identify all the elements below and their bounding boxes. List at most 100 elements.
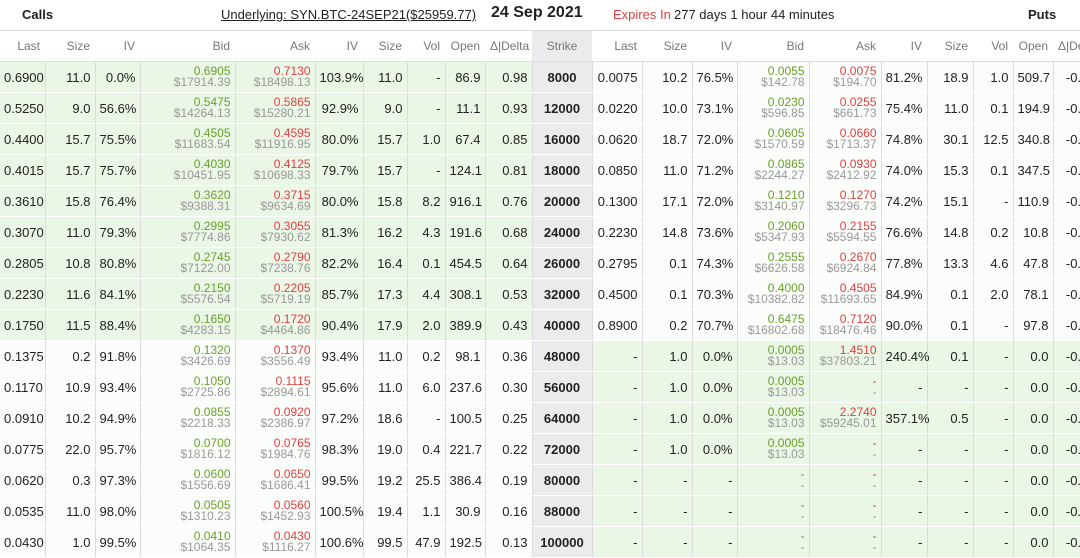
- col-header[interactable]: Ask: [809, 30, 881, 62]
- call-ask[interactable]: 0.3715 $9634.69: [235, 185, 316, 217]
- put-bid[interactable]: 0.0005 $13.03: [737, 433, 810, 465]
- put-ask[interactable]: 0.1270 $3296.73: [809, 185, 882, 217]
- table-row[interactable]: 0.2805 10.8 80.8% 0.2745 $7122.00 0.2790 $7238…: [0, 247, 1080, 279]
- call-ask[interactable]: 0.5865 $15280.21: [235, 92, 316, 124]
- put-bid[interactable]: 0.1210 $3140.97: [737, 185, 810, 217]
- table-row[interactable]: 0.0430 1.0 99.5% 0.0410 $1064.35 0.0430 $1116.…: [0, 526, 1080, 558]
- table-row[interactable]: 0.6900 11.0 0.0% 0.6905 $17914.39 0.7130 $1849…: [0, 61, 1080, 93]
- put-ask[interactable]: 0.0255 $661.73: [809, 92, 882, 124]
- put-bid[interactable]: 0.0055 $142.78: [737, 61, 810, 93]
- call-ask[interactable]: 0.3055 $7930.62: [235, 216, 316, 248]
- put-ask[interactable]: 2.2740 $59245.01: [809, 402, 882, 434]
- table-row[interactable]: 0.5250 9.0 56.6% 0.5475 $14264.13 0.5865 $1528…: [0, 92, 1080, 124]
- table-row[interactable]: 0.4015 15.7 75.7% 0.4030 $10451.95 0.4125 $106…: [0, 154, 1080, 186]
- col-header[interactable]: Vol: [973, 30, 1013, 62]
- put-ask[interactable]: 0.0660 $1713.37: [809, 123, 882, 155]
- call-bid[interactable]: 0.0600 $1556.69: [140, 464, 236, 496]
- table-row[interactable]: 0.3070 11.0 79.3% 0.2995 $7774.86 0.3055 $7930…: [0, 216, 1080, 248]
- put-ask[interactable]: 0.4505 $11693.65: [809, 278, 882, 310]
- col-header[interactable]: Δ|Delta: [1053, 30, 1080, 62]
- call-bid[interactable]: 0.0855 $2218.33: [140, 402, 236, 434]
- call-bid[interactable]: 0.4505 $11683.54: [140, 123, 236, 155]
- call-ask[interactable]: 0.1115 $2894.61: [235, 371, 316, 403]
- put-bid[interactable]: --: [737, 464, 810, 496]
- col-header[interactable]: IV: [95, 30, 140, 62]
- table-row[interactable]: 0.0775 22.0 95.7% 0.0700 $1816.12 0.0765 $1984…: [0, 433, 1080, 465]
- col-header[interactable]: Bid: [737, 30, 809, 62]
- put-ask[interactable]: 0.7120 $18476.46: [809, 309, 882, 341]
- put-ask[interactable]: 0.0930 $2412.92: [809, 154, 882, 186]
- call-ask[interactable]: 0.0650 $1686.41: [235, 464, 316, 496]
- table-row[interactable]: 0.1750 11.5 88.4% 0.1650 $4283.15 0.1720 $4464…: [0, 309, 1080, 341]
- col-header[interactable]: IV: [692, 30, 737, 62]
- put-ask[interactable]: --: [809, 433, 882, 465]
- call-bid[interactable]: 0.1050 $2725.86: [140, 371, 236, 403]
- col-header[interactable]: Open: [1013, 30, 1053, 62]
- put-bid[interactable]: 0.2555 $6626.58: [737, 247, 810, 279]
- col-header[interactable]: IV: [315, 30, 363, 62]
- table-row[interactable]: 0.3610 15.8 76.4% 0.3620 $9388.31 0.3715 $9634…: [0, 185, 1080, 217]
- col-header[interactable]: Last: [592, 30, 642, 62]
- table-row[interactable]: 0.1170 10.9 93.4% 0.1050 $2725.86 0.1115 $2894…: [0, 371, 1080, 403]
- col-header[interactable]: Last: [0, 30, 45, 62]
- col-header[interactable]: Size: [45, 30, 95, 62]
- put-ask[interactable]: --: [809, 464, 882, 496]
- col-header[interactable]: Bid: [140, 30, 235, 62]
- call-bid[interactable]: 0.5475 $14264.13: [140, 92, 236, 124]
- call-bid[interactable]: 0.6905 $17914.39: [140, 61, 236, 93]
- put-ask[interactable]: 1.4510 $37803.21: [809, 340, 882, 372]
- call-bid[interactable]: 0.2150 $5576.54: [140, 278, 236, 310]
- underlying-link[interactable]: Underlying: SYN.BTC-24SEP21($25959.77): [221, 7, 477, 22]
- call-ask[interactable]: 0.4125 $10698.33: [235, 154, 316, 186]
- put-bid[interactable]: 0.6475 $16802.68: [737, 309, 810, 341]
- put-ask[interactable]: 0.0075 $194.70: [809, 61, 882, 93]
- call-bid[interactable]: 0.0410 $1064.35: [140, 526, 236, 558]
- put-bid[interactable]: 0.0865 $2244.27: [737, 154, 810, 186]
- call-ask[interactable]: 0.7130 $18498.13: [235, 61, 316, 93]
- col-header[interactable]: Vol: [407, 30, 445, 62]
- table-row[interactable]: 0.0620 0.3 97.3% 0.0600 $1556.69 0.0650 $1686.…: [0, 464, 1080, 496]
- strike-header[interactable]: Strike: [532, 30, 592, 62]
- put-ask[interactable]: --: [809, 526, 882, 558]
- put-ask[interactable]: --: [809, 495, 882, 527]
- put-bid[interactable]: 0.0605 $1570.59: [737, 123, 810, 155]
- put-bid[interactable]: --: [737, 495, 810, 527]
- put-ask[interactable]: --: [809, 371, 882, 403]
- call-bid[interactable]: 0.3620 $9388.31: [140, 185, 236, 217]
- table-row[interactable]: 0.0910 10.2 94.9% 0.0855 $2218.33 0.0920 $2386…: [0, 402, 1080, 434]
- col-header[interactable]: Open: [445, 30, 485, 62]
- col-header[interactable]: Size: [642, 30, 692, 62]
- call-ask[interactable]: 0.0765 $1984.76: [235, 433, 316, 465]
- put-bid[interactable]: 0.4000 $10382.82: [737, 278, 810, 310]
- table-row[interactable]: 0.2230 11.6 84.1% 0.2150 $5576.54 0.2205 $5719…: [0, 278, 1080, 310]
- col-header[interactable]: Δ|Delta: [485, 30, 532, 62]
- table-row[interactable]: 0.0535 11.0 98.0% 0.0505 $1310.23 0.0560 $1452…: [0, 495, 1080, 527]
- call-bid[interactable]: 0.0700 $1816.12: [140, 433, 236, 465]
- call-ask[interactable]: 0.1720 $4464.86: [235, 309, 316, 341]
- call-bid[interactable]: 0.1320 $3426.69: [140, 340, 236, 372]
- put-bid[interactable]: 0.0005 $13.03: [737, 340, 810, 372]
- call-bid[interactable]: 0.0505 $1310.23: [140, 495, 236, 527]
- col-header[interactable]: Ask: [235, 30, 315, 62]
- call-bid[interactable]: 0.2745 $7122.00: [140, 247, 236, 279]
- call-ask[interactable]: 0.1370 $3556.49: [235, 340, 316, 372]
- put-ask[interactable]: 0.2670 $6924.84: [809, 247, 882, 279]
- table-row[interactable]: 0.4400 15.7 75.5% 0.4505 $11683.54 0.4595 $119…: [0, 123, 1080, 155]
- call-bid[interactable]: 0.1650 $4283.15: [140, 309, 236, 341]
- call-bid[interactable]: 0.2995 $7774.86: [140, 216, 236, 248]
- put-bid[interactable]: 0.0230 $596.85: [737, 92, 810, 124]
- call-ask[interactable]: 0.4595 $11916.95: [235, 123, 316, 155]
- call-bid[interactable]: 0.4030 $10451.95: [140, 154, 236, 186]
- call-ask[interactable]: 0.0560 $1452.93: [235, 495, 316, 527]
- put-bid[interactable]: 0.0005 $13.03: [737, 402, 810, 434]
- put-bid[interactable]: --: [737, 526, 810, 558]
- put-ask[interactable]: 0.2155 $5594.55: [809, 216, 882, 248]
- call-ask[interactable]: 0.2790 $7238.76: [235, 247, 316, 279]
- call-ask[interactable]: 0.0430 $1116.27: [235, 526, 316, 558]
- put-bid[interactable]: 0.0005 $13.03: [737, 371, 810, 403]
- col-header[interactable]: Size: [363, 30, 407, 62]
- call-ask[interactable]: 0.2205 $5719.19: [235, 278, 316, 310]
- expiry-date[interactable]: 24 Sep 2021: [491, 4, 583, 21]
- col-header[interactable]: Size: [927, 30, 973, 62]
- table-row[interactable]: 0.1375 0.2 91.8% 0.1320 $3426.69 0.1370 $3556.…: [0, 340, 1080, 372]
